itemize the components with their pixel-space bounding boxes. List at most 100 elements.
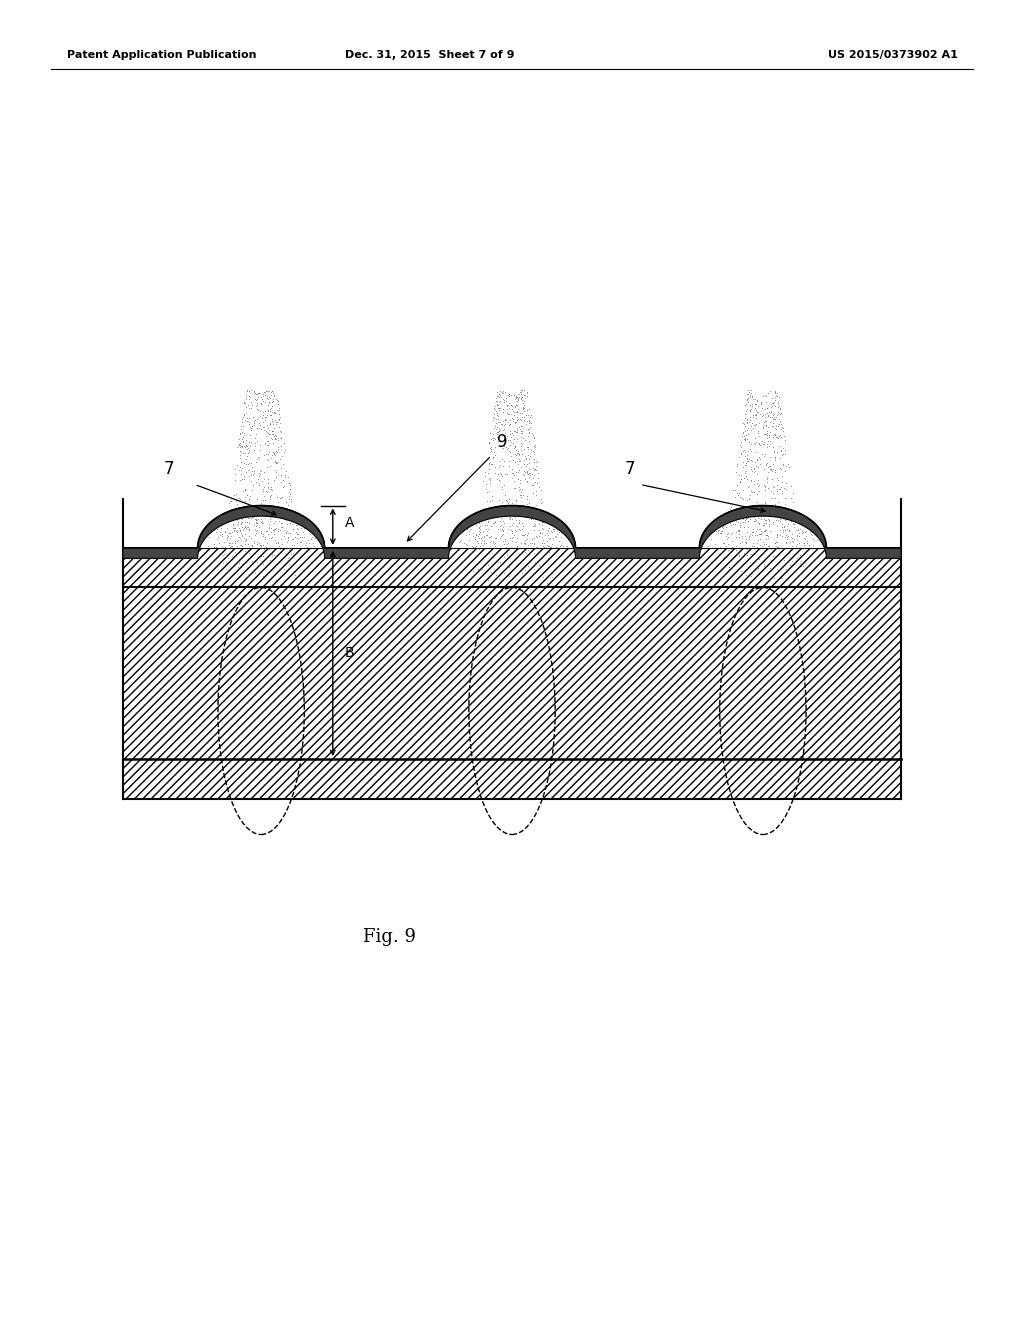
Point (240, 411, 256, 432)
Point (759, 524, 775, 545)
Point (241, 453, 257, 474)
Point (519, 471, 536, 492)
Point (505, 449, 521, 470)
Point (737, 461, 754, 482)
Point (241, 512, 257, 533)
Point (742, 495, 759, 516)
Point (274, 477, 291, 498)
Point (495, 438, 511, 459)
Point (249, 388, 265, 409)
Point (264, 392, 281, 413)
Point (244, 535, 260, 556)
Point (252, 535, 268, 556)
Point (761, 401, 777, 422)
Point (773, 413, 790, 434)
Point (549, 524, 565, 545)
Point (745, 414, 762, 436)
Point (251, 516, 267, 537)
Point (502, 508, 518, 529)
Point (263, 411, 280, 432)
Point (510, 388, 526, 409)
Point (482, 527, 499, 548)
Point (236, 465, 252, 486)
Point (270, 437, 287, 458)
Point (269, 412, 286, 433)
Point (262, 484, 279, 506)
Point (752, 503, 768, 524)
Point (756, 512, 772, 533)
Point (525, 465, 542, 486)
Point (732, 506, 749, 527)
Point (237, 453, 253, 474)
Text: B: B (345, 647, 354, 660)
Point (757, 500, 773, 521)
Point (767, 532, 783, 553)
Point (238, 388, 254, 409)
Point (234, 408, 251, 429)
Point (493, 500, 509, 521)
Point (531, 521, 548, 543)
Point (476, 527, 493, 548)
Point (718, 525, 734, 546)
Point (243, 417, 259, 438)
Point (517, 498, 534, 519)
Point (736, 553, 753, 574)
Point (546, 519, 562, 540)
Point (522, 462, 539, 483)
Point (232, 441, 249, 462)
Point (754, 520, 770, 541)
Point (749, 432, 765, 453)
Point (515, 524, 531, 545)
Point (228, 520, 245, 541)
Point (712, 536, 728, 557)
Point (247, 388, 263, 409)
Point (494, 449, 510, 470)
Point (759, 397, 775, 418)
Bar (123, 587, 901, 759)
Point (765, 513, 781, 535)
Point (755, 416, 771, 437)
Point (267, 517, 284, 539)
Point (497, 422, 513, 444)
Point (502, 528, 518, 549)
Point (749, 449, 765, 470)
Point (493, 420, 509, 441)
Point (243, 470, 259, 491)
Point (270, 520, 287, 541)
Point (241, 397, 257, 418)
Point (262, 414, 279, 436)
Point (253, 387, 269, 408)
Point (715, 515, 731, 536)
Point (260, 527, 276, 548)
Point (272, 539, 289, 560)
Point (502, 450, 518, 471)
Point (263, 445, 280, 466)
Point (233, 529, 250, 550)
Point (736, 408, 753, 429)
Point (739, 417, 756, 438)
Point (752, 535, 768, 556)
Point (208, 537, 224, 558)
Point (510, 442, 526, 463)
Point (519, 385, 536, 407)
Point (514, 519, 530, 540)
Point (464, 536, 480, 557)
Point (742, 484, 759, 506)
Point (241, 413, 257, 434)
Point (498, 424, 514, 445)
Point (231, 428, 248, 449)
Point (783, 506, 800, 527)
Point (514, 499, 530, 520)
Point (236, 469, 252, 490)
Point (258, 421, 274, 442)
Point (240, 438, 256, 459)
Point (797, 535, 813, 556)
Point (529, 467, 546, 488)
Point (761, 436, 777, 457)
Point (770, 387, 786, 408)
Point (759, 524, 775, 545)
Point (517, 529, 534, 550)
Point (746, 462, 763, 483)
Point (487, 387, 504, 408)
Point (775, 520, 792, 541)
